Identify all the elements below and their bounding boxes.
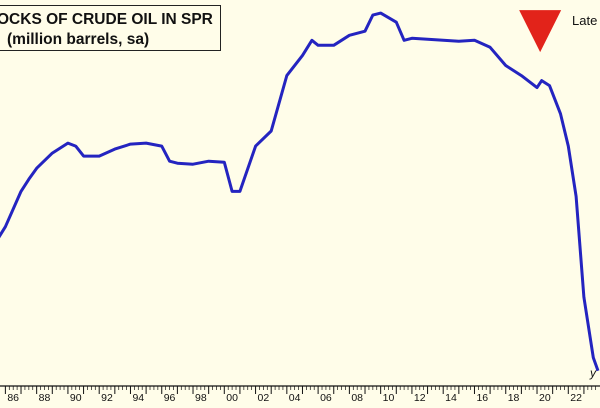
x-tick-label: 98	[195, 392, 207, 404]
recession-marker-triangle	[519, 10, 562, 53]
x-tick-label: 12	[414, 392, 426, 404]
series-line	[0, 11, 600, 372]
x-tick-label: 20	[539, 392, 551, 404]
x-tick-label: 18	[508, 392, 520, 404]
marker-layer	[519, 10, 562, 53]
x-tick-label: 02	[258, 392, 270, 404]
x-tick-label: 86	[7, 392, 19, 404]
x-tick-label: 06	[320, 392, 332, 404]
x-tick-label: 10	[383, 392, 395, 404]
x-axis: 86 88 90 92 94 96 98 00 02 04 06 08 10 12 14 16 18 20 22	[0, 385, 600, 404]
x-tick-label: 14	[445, 392, 457, 404]
x-tick-label: 08	[351, 392, 363, 404]
x-tick-label: 16	[476, 392, 488, 404]
x-tick-label: 96	[164, 392, 176, 404]
x-tick-label: 94	[132, 392, 144, 404]
x-tick-label: 88	[39, 392, 51, 404]
x-tick-label: 00	[226, 392, 238, 404]
latest-note: Late	[572, 13, 598, 28]
title-box: OCKS OF CRUDE OIL IN SPR (million barrel…	[0, 5, 221, 51]
x-tick-label: 22	[570, 392, 582, 404]
x-tick-label: 92	[101, 392, 113, 404]
series-layer	[0, 11, 600, 372]
x-tick-label: 90	[70, 392, 82, 404]
x-tick-label: 04	[289, 392, 301, 404]
chart-subtitle: (million barrels, sa)	[7, 31, 150, 48]
chart-title: OCKS OF CRUDE OIL IN SPR	[0, 11, 213, 28]
axis-label-fragment: y	[590, 366, 596, 380]
